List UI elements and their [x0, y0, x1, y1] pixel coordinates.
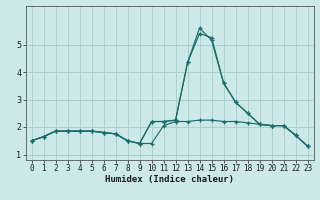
X-axis label: Humidex (Indice chaleur): Humidex (Indice chaleur) [105, 175, 234, 184]
